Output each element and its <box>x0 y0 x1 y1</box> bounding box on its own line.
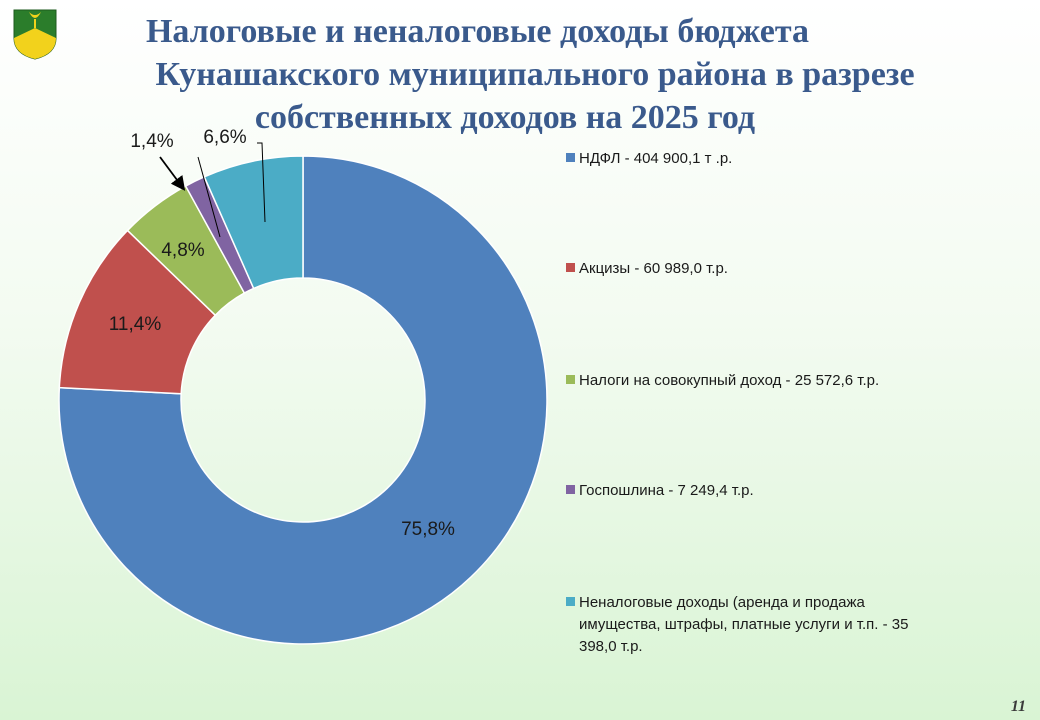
coat-of-arms-icon <box>13 9 57 60</box>
leader-arrow-duty <box>159 156 186 191</box>
legend-item-2: Налоги на совокупный доход - 25 572,6 т.… <box>566 370 916 392</box>
donut-slice-4 <box>203 155 304 290</box>
legend-swatch-2 <box>566 375 575 384</box>
legend-swatch-3 <box>566 485 575 494</box>
legend-text-0: НДФЛ - 404 900,1 т .р. <box>579 150 733 167</box>
legend-swatch-0 <box>566 153 575 162</box>
data-label-1: 11,4% <box>109 314 162 335</box>
legend-text-3: Госпошлина - 7 249,4 т.р. <box>579 482 754 499</box>
legend-text-1: Акцизы - 60 989,0 т.р. <box>579 260 728 277</box>
legend-item-1: Акцизы - 60 989,0 т.р. <box>566 258 916 280</box>
leader-line-duty <box>197 156 221 238</box>
legend-swatch-1 <box>566 263 575 272</box>
title-line-3: собственных доходов на 2025 год <box>254 99 756 136</box>
legend-text-4: Неналоговые доходы (аренда и продажа иму… <box>579 594 909 655</box>
legend-text-2: Налоги на совокупный доход - 25 572,6 т.… <box>579 372 880 389</box>
title-line-1: Налоговые и неналоговые доходы бюджета <box>145 13 810 50</box>
legend-item-0: НДФЛ - 404 900,1 т .р. <box>566 148 916 170</box>
slide-title: Налоговые и неналоговые доходы бюджета К… <box>70 10 1000 139</box>
legend-swatch-4 <box>566 597 575 606</box>
data-label-0: 75,8% <box>401 519 455 540</box>
legend-item-3: Госпошлина - 7 249,4 т.р. <box>566 480 916 502</box>
page-number: 11 <box>1010 698 1026 715</box>
donut-slice-0 <box>58 155 548 645</box>
title-line-2: Кунашакского муниципального района в раз… <box>155 56 915 93</box>
legend-item-4: Неналоговые доходы (аренда и продажа иму… <box>566 592 916 658</box>
data-label-2: 4,8% <box>161 240 204 261</box>
leader-line-nontax <box>257 142 266 223</box>
data-label-3: 1,4% <box>130 131 173 152</box>
data-label-4: 6,6% <box>203 127 246 148</box>
